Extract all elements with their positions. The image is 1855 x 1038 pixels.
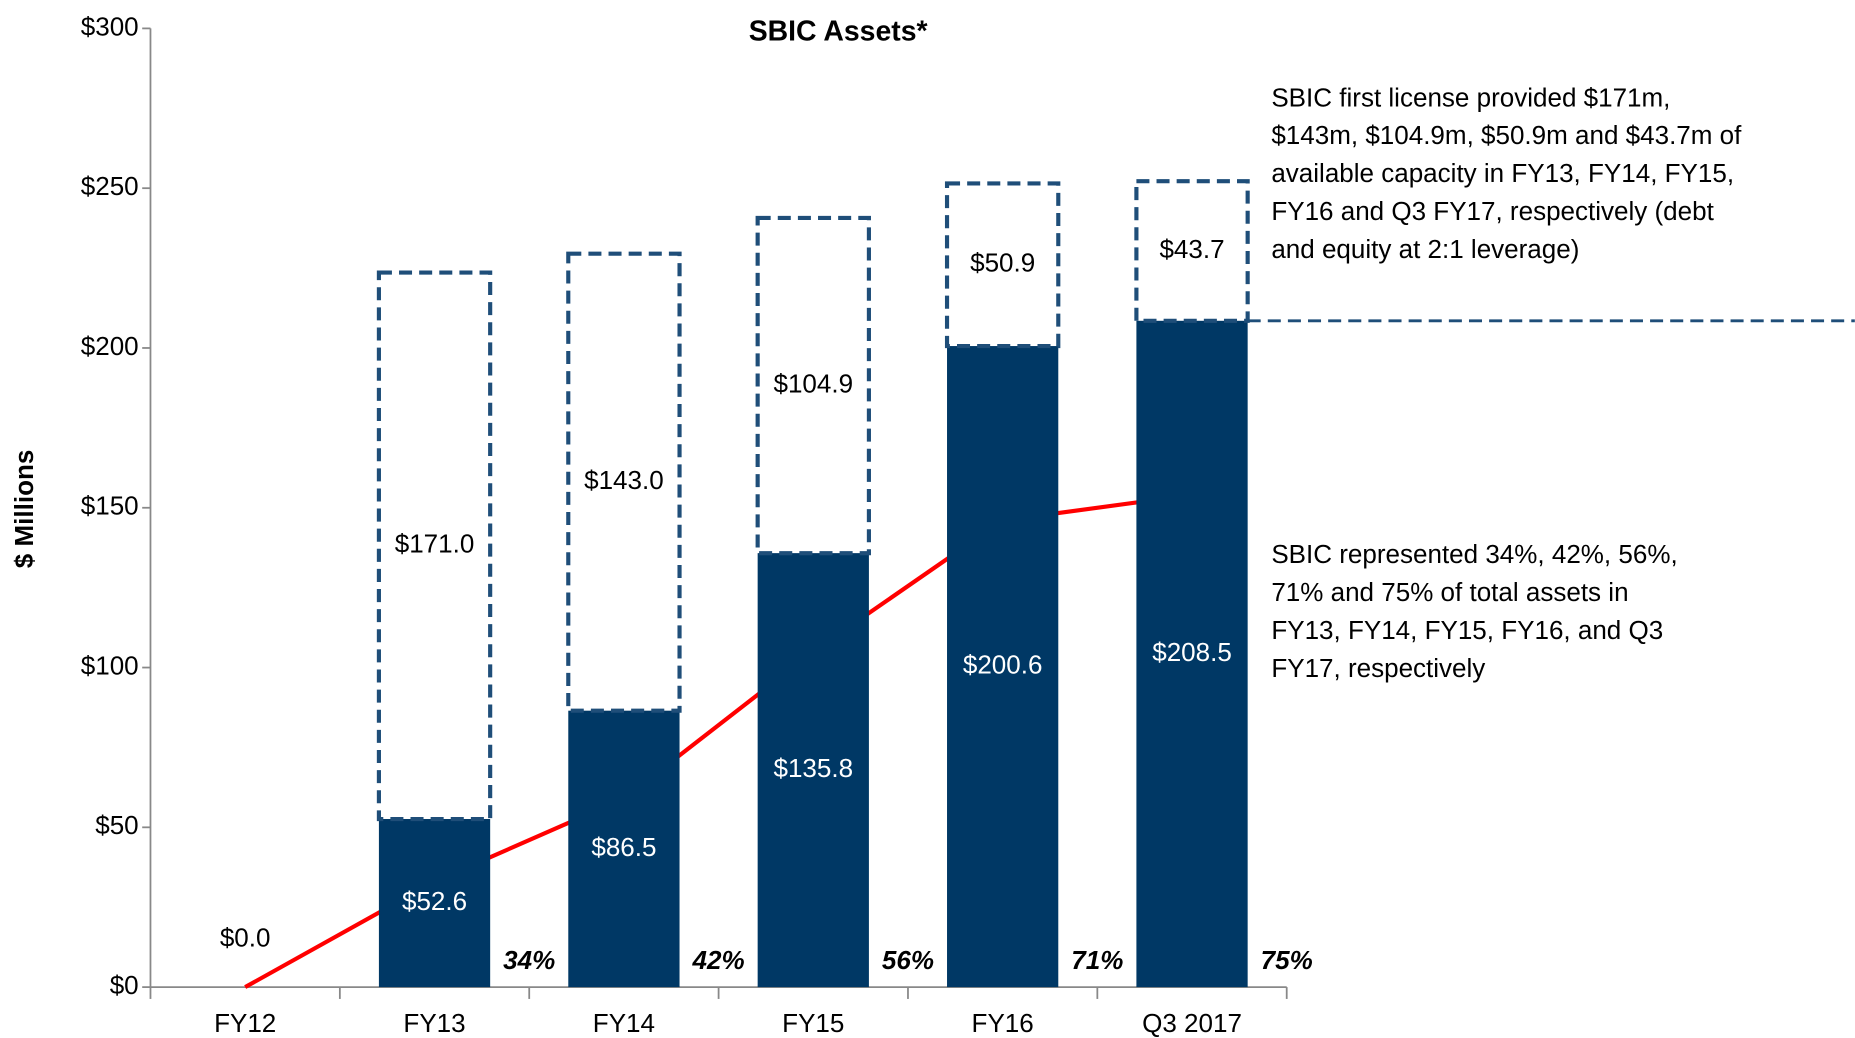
annotation-line: and equity at 2:1 leverage) <box>1271 234 1579 264</box>
x-tick-label: Q3 2017 <box>1142 1008 1242 1038</box>
bar-label: $200.6 <box>963 649 1043 679</box>
bar <box>1136 320 1248 988</box>
percent-label: 34% <box>503 945 555 975</box>
percent-label: 42% <box>692 945 745 975</box>
bar <box>568 710 680 988</box>
percent-label: 75% <box>1261 945 1313 975</box>
percent-label: 71% <box>1071 945 1123 975</box>
annotation-line: SBIC represented 34%, 42%, 56%, <box>1271 539 1677 569</box>
x-tick-label: FY12 <box>214 1008 276 1038</box>
capacity-box <box>1134 179 1250 323</box>
bar-label: $135.8 <box>773 753 853 783</box>
capacity-label: $171.0 <box>395 529 475 559</box>
annotation-line: FY17, respectively <box>1271 653 1485 683</box>
bar-label: $0.0 <box>220 923 271 953</box>
y-tick-label: $0 <box>110 970 139 1000</box>
bar-label: $86.5 <box>591 832 656 862</box>
y-tick-label: $150 <box>81 491 139 521</box>
x-tick-label: FY14 <box>593 1008 655 1038</box>
annotation-line: $143m, $104.9m, $50.9m and $43.7m of <box>1271 120 1742 150</box>
x-tick-label: FY16 <box>972 1008 1034 1038</box>
y-tick-label: $100 <box>81 650 139 680</box>
capacity-label: $43.7 <box>1159 234 1224 264</box>
capacity-box <box>755 215 871 556</box>
annotation-line: 71% and 75% of total assets in <box>1271 577 1628 607</box>
bar-label: $52.6 <box>402 886 467 916</box>
annotation-line: available capacity in FY13, FY14, FY15, <box>1271 158 1734 188</box>
capacity-label: $50.9 <box>970 248 1035 278</box>
bar <box>947 346 1059 988</box>
y-tick-label: $200 <box>81 331 139 361</box>
y-tick-label: $250 <box>81 171 139 201</box>
annotation-line: FY13, FY14, FY15, FY16, and Q3 <box>1271 615 1663 645</box>
capacity-label: $143.0 <box>584 465 664 495</box>
y-tick-label: $300 <box>81 11 139 41</box>
bar <box>757 553 869 988</box>
x-tick-label: FY15 <box>782 1008 844 1038</box>
capacity-box <box>944 181 1061 349</box>
capacity-box <box>566 251 682 713</box>
bar-label: $208.5 <box>1152 637 1232 667</box>
x-tick-label: FY13 <box>403 1008 465 1038</box>
bar <box>378 819 491 988</box>
chart-title: SBIC Assets* <box>749 16 929 48</box>
capacity-box <box>376 270 493 822</box>
annotation-line: SBIC first license provided $171m, <box>1271 82 1670 112</box>
y-axis-label: $ Millions <box>9 450 39 569</box>
annotation-line: FY16 and Q3 FY17, respectively (debt <box>1271 196 1714 226</box>
capacity-label: $104.9 <box>773 368 853 398</box>
y-tick-label: $50 <box>95 810 138 840</box>
percent-label: 56% <box>882 945 934 975</box>
